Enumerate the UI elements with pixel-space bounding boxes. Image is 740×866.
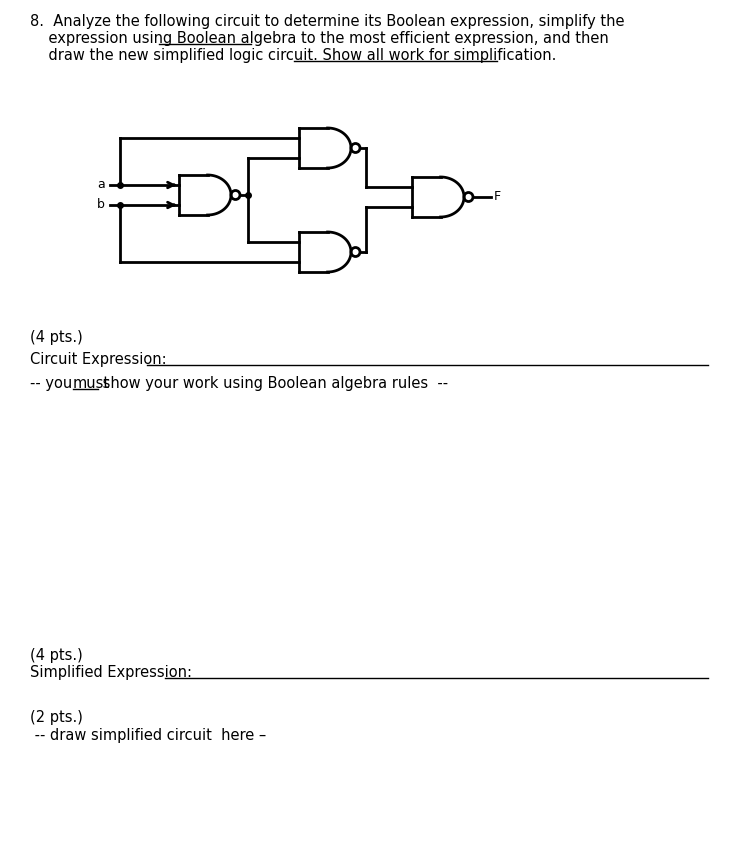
Text: (2 pts.): (2 pts.): [30, 710, 83, 725]
Text: (4 pts.): (4 pts.): [30, 648, 83, 663]
Text: Simplified Expression:: Simplified Expression:: [30, 665, 192, 680]
Text: (4 pts.): (4 pts.): [30, 330, 83, 345]
Text: -- you: -- you: [30, 376, 77, 391]
Text: expression using Boolean algebra to the most efficient expression, and then: expression using Boolean algebra to the …: [30, 31, 609, 46]
Text: draw the new simplified logic circuit. Show all work for simplification.: draw the new simplified logic circuit. S…: [30, 48, 556, 63]
Text: must: must: [73, 376, 110, 391]
Text: b: b: [97, 198, 105, 211]
Text: a: a: [97, 178, 105, 191]
Text: 8.  Analyze the following circuit to determine its Boolean expression, simplify : 8. Analyze the following circuit to dete…: [30, 14, 625, 29]
Text: -- draw simplified circuit  here –: -- draw simplified circuit here –: [30, 728, 266, 743]
Text: Circuit Expression:: Circuit Expression:: [30, 352, 166, 367]
Text: F: F: [494, 191, 501, 204]
Text: show your work using Boolean algebra rules  --: show your work using Boolean algebra rul…: [98, 376, 448, 391]
